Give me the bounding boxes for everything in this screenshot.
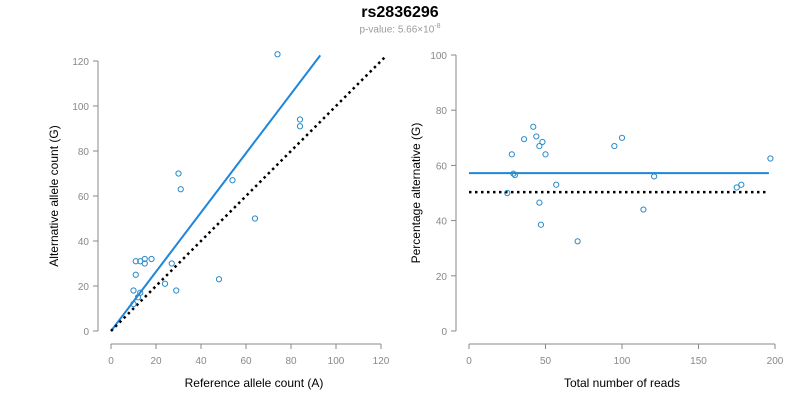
chart-subtitle: p-value: 5.66×10-8 <box>0 23 800 35</box>
chart-2-data-point <box>508 151 515 158</box>
chart-1-data-point <box>148 255 155 263</box>
chart-1-data-point <box>168 260 175 267</box>
chart-1-data-point <box>177 186 184 193</box>
p-value-exponent: -8 <box>434 23 441 30</box>
chart-2-y-axis-label: Percentage alternative (G) <box>409 123 423 264</box>
chart-2-x-axis-label: Total number of reads <box>564 376 680 390</box>
chart-title: rs2836296 <box>361 4 439 21</box>
chart-1-data-point <box>296 116 304 123</box>
chart-1-y-axis-label: Alternative allele count (G) <box>47 125 61 266</box>
chart-2-data-point <box>574 238 581 245</box>
chart-2-data-point <box>510 170 517 177</box>
chart-1-data-point <box>130 300 137 308</box>
chart-1-data-point <box>141 255 148 263</box>
chart-2-data-point <box>618 134 626 141</box>
chart-1-data-point <box>132 271 139 278</box>
chart-2-x-tick-label: 0 <box>466 356 472 367</box>
chart-2-data-point <box>651 173 658 180</box>
chart-1-expected-line <box>110 55 387 332</box>
chart-1-data-point <box>132 258 139 265</box>
chart-1-data-point <box>296 123 304 130</box>
chart-1-y-tick-label: 60 <box>78 192 90 203</box>
chart-2-data-point <box>553 181 560 188</box>
chart-2-data-point <box>537 221 545 228</box>
chart-1-data-point <box>173 287 180 294</box>
chart-2-x-tick-label: 50 <box>540 356 552 367</box>
chart-2-data-point <box>539 138 546 146</box>
chart-1-x-tick-label: 20 <box>150 356 162 367</box>
chart-2-data-point <box>738 181 745 188</box>
chart-1-x-tick-label: 60 <box>240 356 252 367</box>
chart-1-data-point <box>251 215 259 222</box>
chart-2-data-point <box>767 155 774 162</box>
chart-1-y-tick-label: 80 <box>78 147 90 158</box>
chart-1-data-point <box>215 276 223 283</box>
chart-2-y-tick-label: 0 <box>441 327 447 338</box>
chart-2-data-point <box>542 151 549 158</box>
chart-2-y-tick-label: 40 <box>436 217 448 228</box>
chart-1-y-tick-label: 40 <box>78 237 90 248</box>
chart-2-x-tick-label: 100 <box>614 356 631 367</box>
chart-1-fitted-line <box>110 54 322 332</box>
chart-1-data-point <box>161 280 169 287</box>
chart-2-data-point <box>640 206 647 213</box>
chart-1-data-point <box>130 287 137 294</box>
chart-2-data-point <box>536 142 543 150</box>
chart-1-y-tick-label: 20 <box>78 282 90 293</box>
chart-1-x-tick-label: 80 <box>285 356 297 367</box>
chart-2-data-point <box>611 142 618 150</box>
chart-2-data-point <box>511 171 519 179</box>
chart-2-data-point <box>504 189 511 197</box>
chart-2-x-tick-label: 150 <box>690 356 707 367</box>
chart-1-data-point <box>274 51 281 58</box>
chart-2-data-point <box>533 133 540 140</box>
chart-2-data-point <box>530 123 537 130</box>
chart-1-x-tick-label: 100 <box>328 356 345 367</box>
chart-2-x-tick-label: 200 <box>767 356 784 367</box>
chart-1-x-axis-label: Reference allele count (A) <box>185 376 324 390</box>
chart-2-y-tick-label: 80 <box>436 106 448 117</box>
chart-1-x-tick-label: 0 <box>108 356 114 367</box>
chart-1-x-tick-label: 120 <box>373 356 390 367</box>
chart-1-y-tick-label: 0 <box>83 327 89 338</box>
chart-1-data-point <box>229 177 236 184</box>
chart-2-y-tick-label: 60 <box>436 161 448 172</box>
chart-1-x-tick-label: 40 <box>195 356 207 367</box>
chart-2-y-tick-label: 20 <box>436 272 448 283</box>
chart-1-data-point <box>175 170 182 177</box>
chart-1-y-tick-label: 100 <box>72 102 89 113</box>
chart-2-data-point <box>536 199 543 206</box>
chart-1-data-point <box>137 289 144 296</box>
chart-2-y-tick-label: 100 <box>430 51 447 62</box>
chart-1-y-tick-label: 120 <box>72 57 89 68</box>
chart-2-data-point <box>733 184 740 191</box>
chart-2-data-point <box>520 136 528 143</box>
p-value-text: p-value: 5.66×10 <box>359 24 435 36</box>
chart-1-data-point <box>141 260 148 267</box>
